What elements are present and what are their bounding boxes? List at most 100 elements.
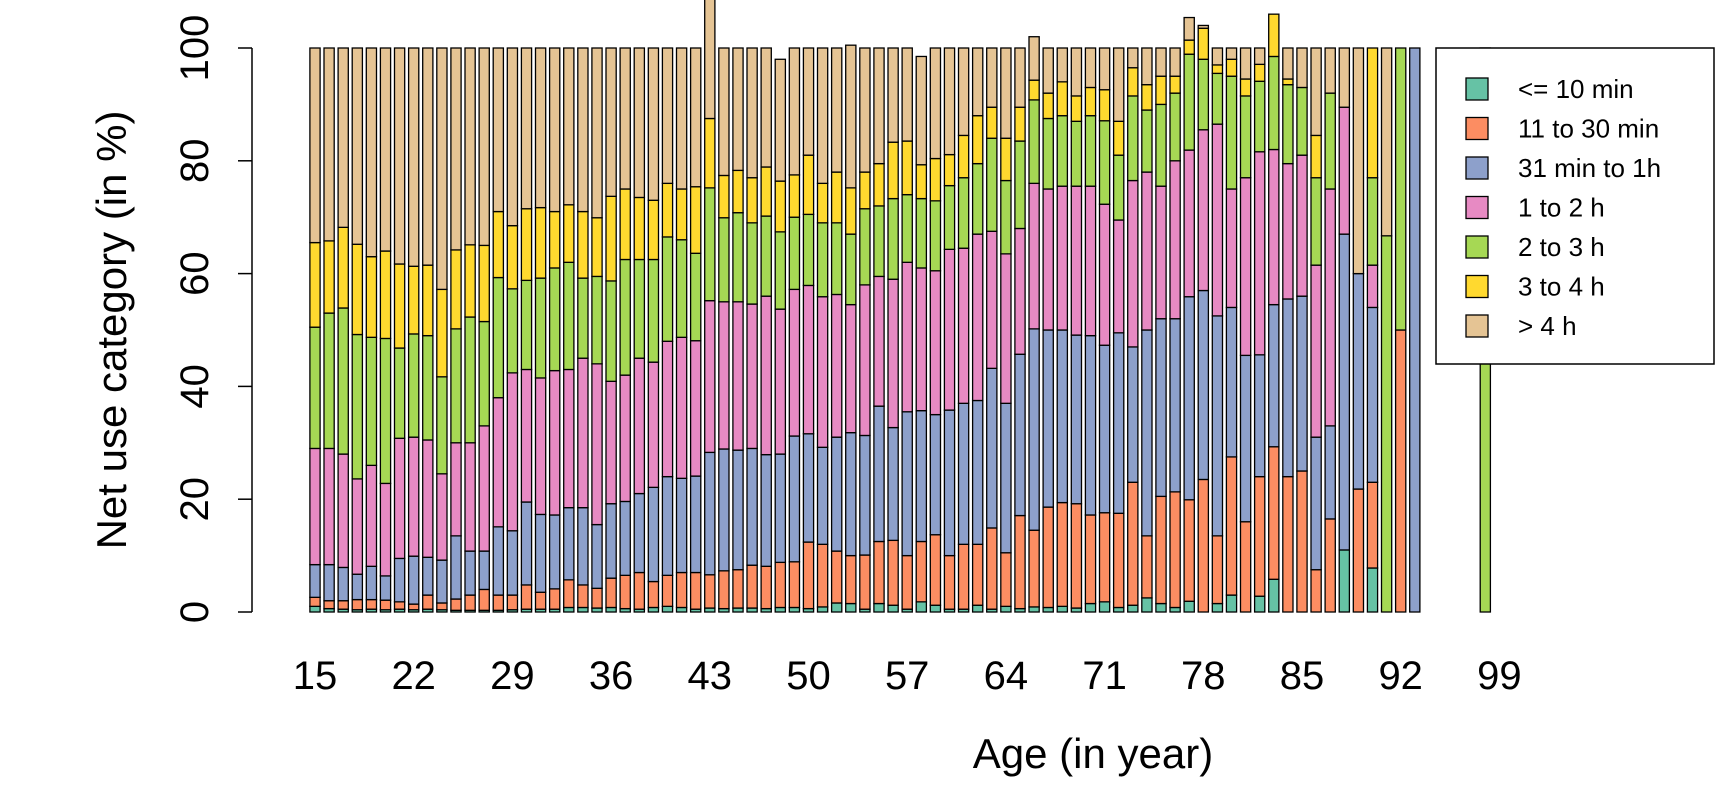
bar-segment-age-68-series-3 [1056,185,1069,331]
bar-segment-age-64-series-6 [1000,47,1012,139]
bar-segment-age-22-series-2 [407,555,420,605]
bar-segment-age-48-series-6 [774,58,787,182]
bar-segment-age-85-series-3 [1296,154,1308,297]
bar-segment-age-56-series-6 [887,47,899,143]
bar-segment-age-68-series-4 [1056,115,1069,187]
bars-layer [309,0,1492,613]
bar-segment-age-71-series-5 [1098,89,1111,122]
bar-segment-age-21-series-4 [393,347,406,439]
bar-segment-age-19-series-6 [365,47,378,258]
bar-segment-age-54-series-6 [859,47,871,173]
bar-segment-age-82-series-6 [1253,47,1266,66]
bar-segment-age-77-series-4 [1183,53,1195,151]
bar-segment-age-29-series-4 [506,288,519,374]
bar-segment-age-53-series-5 [845,187,857,235]
bar-segment-age-78-series-6 [1197,24,1210,29]
bar-segment-age-85-series-1 [1296,470,1308,613]
bar-segment-age-38-series-1 [633,571,646,610]
bar-segment-age-63-series-6 [986,47,998,108]
bar-segment-age-22-series-5 [407,265,420,335]
bar-segment-age-58-series-4 [915,197,928,269]
bar-segment-age-63-series-2 [986,367,998,529]
bar-segment-age-36-series-3 [605,380,617,505]
bar-segment-age-67-series-3 [1042,188,1054,331]
bar-segment-age-36-series-6 [605,47,617,197]
bar-segment-age-47-series-4 [760,215,772,297]
bar-segment-age-51-series-3 [816,296,829,448]
bar-segment-age-84-series-4 [1282,84,1294,165]
bar-segment-age-86-series-4 [1310,177,1322,266]
bar-segment-age-52-series-0 [830,602,843,613]
bar-segment-age-58-series-3 [915,267,928,412]
bar-segment-age-47-series-5 [760,166,772,217]
bar-segment-age-73-series-0 [1127,604,1139,613]
bar-segment-age-58-series-5 [915,164,928,200]
bar-segment-age-62-series-5 [971,115,984,165]
bar-segment-age-50-series-2 [802,433,815,543]
bar-segment-age-81-series-2 [1239,354,1252,523]
bar-segment-age-32-series-5 [548,210,561,269]
bar-segment-age-72-series-5 [1112,120,1125,156]
bar-segment-age-85-series-6 [1296,47,1308,89]
bar-segment-age-59-series-3 [929,270,942,416]
bar-segment-age-80-series-4 [1225,75,1238,190]
bar-segment-age-52-series-1 [830,550,843,604]
bar-segment-age-48-series-4 [774,231,787,310]
bar-segment-age-46-series-4 [746,222,758,305]
bar-segment-age-74-series-5 [1141,84,1153,111]
bar-segment-age-40-series-4 [661,236,674,342]
bar-segment-age-73-series-1 [1127,481,1139,606]
y-tick-label: 0 [173,601,217,623]
bar-segment-age-80-series-6 [1225,47,1238,60]
bar-segment-age-54-series-3 [859,284,871,437]
bar-segment-age-75-series-3 [1155,185,1167,320]
bar-segment-age-25-series-1 [450,598,462,611]
bar-segment-age-56-series-2 [887,426,899,542]
bar-segment-age-26-series-2 [464,550,476,596]
bar-segment-age-67-series-1 [1042,506,1054,609]
bar-segment-age-23-series-6 [422,47,434,266]
bar-segment-age-44-series-3 [718,301,730,450]
bar-segment-age-36-series-0 [605,606,617,613]
x-tick-label: 22 [391,654,436,698]
bar-segment-age-54-series-4 [859,208,871,286]
bar-segment-age-77-series-5 [1183,39,1195,55]
y-tick-label: 20 [173,477,217,522]
bar-segment-age-83-series-4 [1268,55,1280,151]
bar-segment-age-18-series-2 [351,573,364,601]
bar-segment-age-39-series-6 [647,47,660,201]
bar-segment-age-72-series-3 [1112,219,1125,334]
bar-segment-age-28-series-5 [492,210,505,279]
bar-segment-age-25-series-3 [450,442,462,537]
bar-segment-age-17-series-5 [337,226,349,309]
bar-segment-age-61-series-5 [957,134,970,179]
bar-segment-age-50-series-4 [802,213,815,287]
bar-segment-age-46-series-3 [746,303,758,450]
legend-swatch [1465,77,1489,101]
bar-segment-age-89-series-1 [1352,488,1365,613]
bar-segment-age-50-series-3 [802,284,815,435]
bar-segment-age-63-series-4 [986,137,998,232]
bar-segment-age-45-series-2 [732,449,744,571]
bar-segment-age-33-series-3 [563,368,575,509]
bar-segment-age-80-series-0 [1225,594,1238,613]
bar-segment-age-34-series-1 [577,584,589,609]
bar-segment-age-71-series-6 [1098,47,1111,91]
bar-segment-age-28-series-6 [492,47,505,213]
bar-segment-age-30-series-3 [520,368,533,503]
bar-segment-age-66-series-6 [1028,36,1040,81]
bar-segment-age-26-series-6 [464,47,476,246]
bar-segment-age-90-series-0 [1366,567,1379,613]
bar-segment-age-15-series-5 [309,241,321,328]
bar-segment-age-41-series-1 [675,571,688,609]
x-tick-label: 85 [1280,654,1325,698]
bar-segment-age-82-series-5 [1253,63,1266,82]
bar-segment-age-49-series-0 [788,606,801,613]
bar-segment-age-80-series-2 [1225,306,1238,458]
bar-segment-age-23-series-4 [422,334,434,441]
bar-segment-age-68-series-2 [1056,329,1069,504]
x-tick-label: 57 [885,654,930,698]
bar-segment-age-22-series-6 [407,47,420,267]
bar-segment-age-30-series-2 [520,501,533,586]
bar-segment-age-79-series-5 [1211,64,1224,75]
